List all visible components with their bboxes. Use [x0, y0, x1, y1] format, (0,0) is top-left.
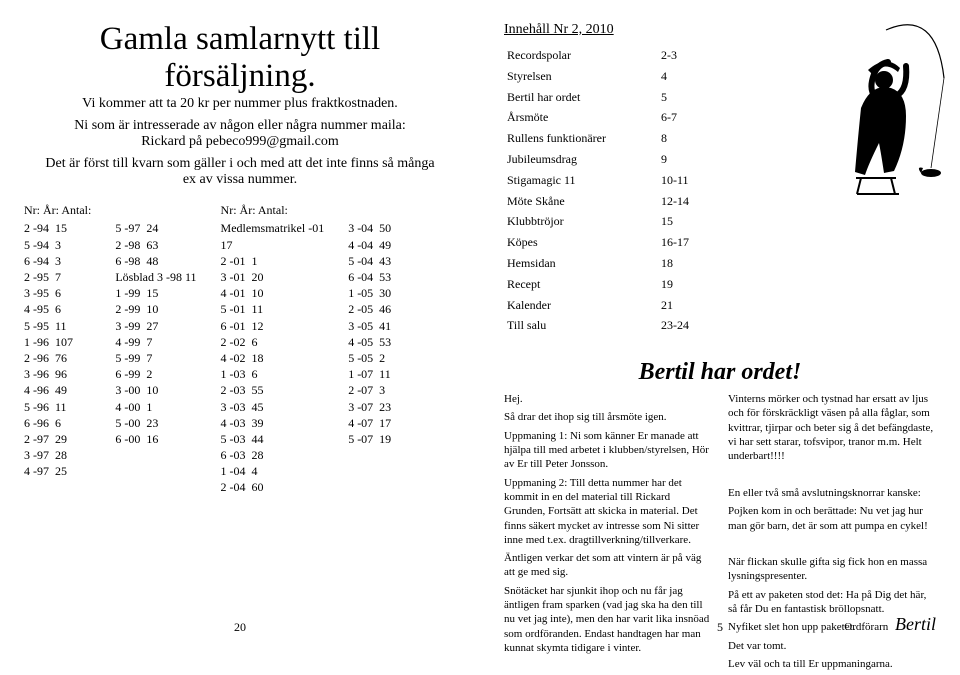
- toc-label: Styrelsen: [506, 67, 658, 86]
- subhead-4: Det är först till kvarn som gäller i och…: [24, 156, 456, 172]
- article-line: [728, 468, 936, 482]
- list-col-4: 3 -04 50 4 -04 49 5 -04 43 6 -04 53 1 -0…: [348, 202, 391, 495]
- list-col-1: Nr: År: Antal: 2 -94 15 5 -94 3 6 -94 3 …: [24, 202, 91, 495]
- subhead-1: Vi kommer att ta 20 kr per nummer plus f…: [24, 96, 456, 112]
- toc-label: Jubileumsdrag: [506, 150, 658, 169]
- toc-row: Stigamagic 1110-11: [506, 171, 690, 190]
- toc-pages: 9: [660, 150, 690, 169]
- toc-pages: 16-17: [660, 233, 690, 252]
- toc-label: Möte Skåne: [506, 192, 658, 211]
- article-line: Så drar det ihop sig till årsmöte igen.: [504, 410, 712, 424]
- toc-row: Möte Skåne12-14: [506, 192, 690, 211]
- page-number-right: 5: [480, 620, 960, 635]
- list-col-4-body: 3 -04 50 4 -04 49 5 -04 43 6 -04 53 1 -0…: [348, 220, 391, 447]
- toc-pages: 4: [660, 67, 690, 86]
- article-line: På ett av paketen stod det: Ha på Dig de…: [728, 588, 936, 617]
- subhead-5: ex av vissa nummer.: [24, 172, 456, 188]
- toc-row: Rullens funktionärer8: [506, 129, 690, 148]
- toc-row: Köpes16-17: [506, 233, 690, 252]
- toc-pages: 15: [660, 212, 690, 231]
- fisher-icon: [826, 18, 946, 198]
- toc-pages: 18: [660, 254, 690, 273]
- toc-pages: 2-3: [660, 46, 690, 65]
- article-line: [728, 537, 936, 551]
- toc-label: Rullens funktionärer: [506, 129, 658, 148]
- list-head: Nr: År: Antal:: [24, 202, 91, 218]
- toc-row: Klubbtröjor15: [506, 212, 690, 231]
- list-col-3: Nr: År: Antal: Medlemsmatrikel -01 17 2 …: [221, 202, 325, 495]
- article-title: Bertil har ordet!: [504, 359, 936, 386]
- toc-row: Recept19: [506, 275, 690, 294]
- list-col-2-body: 5 -97 24 2 -98 63 6 -98 48 Lösblad 3 -98…: [115, 220, 196, 447]
- subhead-3: Rickard på pebeco999@gmail.com: [24, 134, 456, 150]
- toc-pages: 12-14: [660, 192, 690, 211]
- article-line: Vinterns mörker och tystnad har ersatt a…: [728, 392, 936, 463]
- article-line: Uppmaning 1: Ni som känner Er manade att…: [504, 429, 712, 472]
- list-col-3-body: Medlemsmatrikel -01 17 2 -01 1 3 -01 20 …: [221, 220, 325, 495]
- headline-1: Gamla samlarnytt till: [24, 22, 456, 57]
- page-right: Innehåll Nr 2, 2010 Recordspolar2-3Styre…: [480, 0, 960, 649]
- article-line: En eller två små avslutningsknorrar kans…: [728, 486, 936, 500]
- list-col-2: 5 -97 24 2 -98 63 6 -98 48 Lösblad 3 -98…: [115, 202, 196, 495]
- toc-row: Jubileumsdrag9: [506, 150, 690, 169]
- toc-pages: 6-7: [660, 108, 690, 127]
- toc-row: Årsmöte6-7: [506, 108, 690, 127]
- issue-list: Nr: År: Antal: 2 -94 15 5 -94 3 6 -94 3 …: [24, 202, 456, 495]
- toc-label: Stigamagic 11: [506, 171, 658, 190]
- article-line: Det var tomt.: [728, 639, 936, 653]
- toc-row: Till salu23-24: [506, 316, 690, 335]
- toc-label: Årsmöte: [506, 108, 658, 127]
- list-col-1-body: 2 -94 15 5 -94 3 6 -94 3 2 -95 7 3 -95 6…: [24, 220, 91, 479]
- toc-label: Recept: [506, 275, 658, 294]
- toc-label: Hemsidan: [506, 254, 658, 273]
- toc-pages: 21: [660, 296, 690, 315]
- article-line: Pojken kom in och berättade: Nu vet jag …: [728, 504, 936, 533]
- list-head-2: Nr: År: Antal:: [221, 202, 325, 218]
- article-line: Lev väl och ta till Er uppmaningarna.: [728, 657, 936, 671]
- page-number-left: 20: [0, 620, 480, 635]
- page-left: Gamla samlarnytt till försäljning. Vi ko…: [0, 0, 480, 649]
- toc-pages: 8: [660, 129, 690, 148]
- subhead-2: Ni som är intresserade av någon eller nå…: [24, 118, 456, 134]
- toc-label: Till salu: [506, 316, 658, 335]
- toc-label: Recordspolar: [506, 46, 658, 65]
- toc-pages: 5: [660, 88, 690, 107]
- toc-label: Bertil har ordet: [506, 88, 658, 107]
- toc-row: Hemsidan18: [506, 254, 690, 273]
- toc-pages: 23-24: [660, 316, 690, 335]
- article-line: När flickan skulle gifta sig fick hon en…: [728, 555, 936, 584]
- toc-row: Bertil har ordet5: [506, 88, 690, 107]
- article-line: Uppmaning 2: Till detta nummer har det k…: [504, 476, 712, 547]
- toc-pages: 10-11: [660, 171, 690, 190]
- headline-2: försäljning.: [24, 59, 456, 94]
- toc-row: Styrelsen4: [506, 67, 690, 86]
- toc-label: Klubbtröjor: [506, 212, 658, 231]
- article-line: Hej.: [504, 392, 712, 406]
- toc-table: Recordspolar2-3Styrelsen4Bertil har orde…: [504, 44, 692, 337]
- toc-label: Kalender: [506, 296, 658, 315]
- toc-label: Köpes: [506, 233, 658, 252]
- toc-row: Recordspolar2-3: [506, 46, 690, 65]
- toc-row: Kalender21: [506, 296, 690, 315]
- spread: Gamla samlarnytt till försäljning. Vi ko…: [0, 0, 960, 649]
- toc-pages: 19: [660, 275, 690, 294]
- article-line: Äntligen verkar det som att vintern är p…: [504, 551, 712, 580]
